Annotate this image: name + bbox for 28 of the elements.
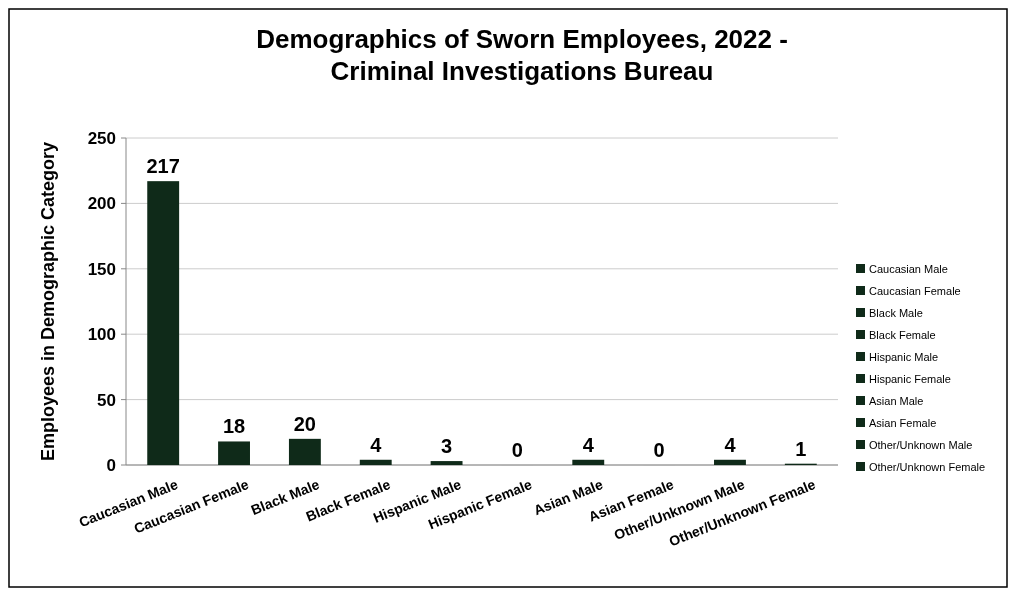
chart-title: Demographics of Sworn Employees, 2022 - Criminal Investigations Bureau — [256, 24, 788, 86]
y-tick-label: 200 — [87, 194, 116, 214]
data-label: 20 — [293, 412, 317, 435]
legend-label: Hispanic Female — [869, 372, 951, 385]
y-tick-label: 250 — [87, 128, 116, 148]
y-tick-label: 50 — [97, 390, 116, 410]
y-tick-label: 0 — [106, 455, 116, 475]
data-label: 0 — [653, 439, 665, 461]
legend-label: Caucasian Male — [869, 262, 948, 275]
legend-label: Black Female — [869, 328, 936, 341]
data-label: 3 — [441, 435, 453, 458]
legend-label: Caucasian Female — [869, 284, 961, 297]
data-label: 4 — [582, 433, 595, 456]
data-label: 4 — [370, 433, 383, 456]
data-label: 217 — [146, 155, 180, 178]
data-label: 1 — [795, 437, 807, 460]
y-tick-label: 150 — [87, 259, 116, 279]
data-label: 0 — [511, 439, 523, 461]
legend-label: Other/Unknown Male — [869, 438, 973, 451]
legend-label: Other/Unknown Female — [869, 460, 986, 473]
y-axis-title: Employees in Demographic Category — [38, 141, 58, 462]
legend-label: Hispanic Male — [869, 350, 939, 363]
legend-label: Asian Female — [869, 416, 937, 429]
data-label: 4 — [724, 433, 737, 456]
data-label: 18 — [222, 415, 246, 438]
legend-label: Black Male — [869, 306, 923, 319]
legend-label: Asian Male — [869, 394, 924, 407]
y-tick-label: 100 — [87, 325, 116, 345]
